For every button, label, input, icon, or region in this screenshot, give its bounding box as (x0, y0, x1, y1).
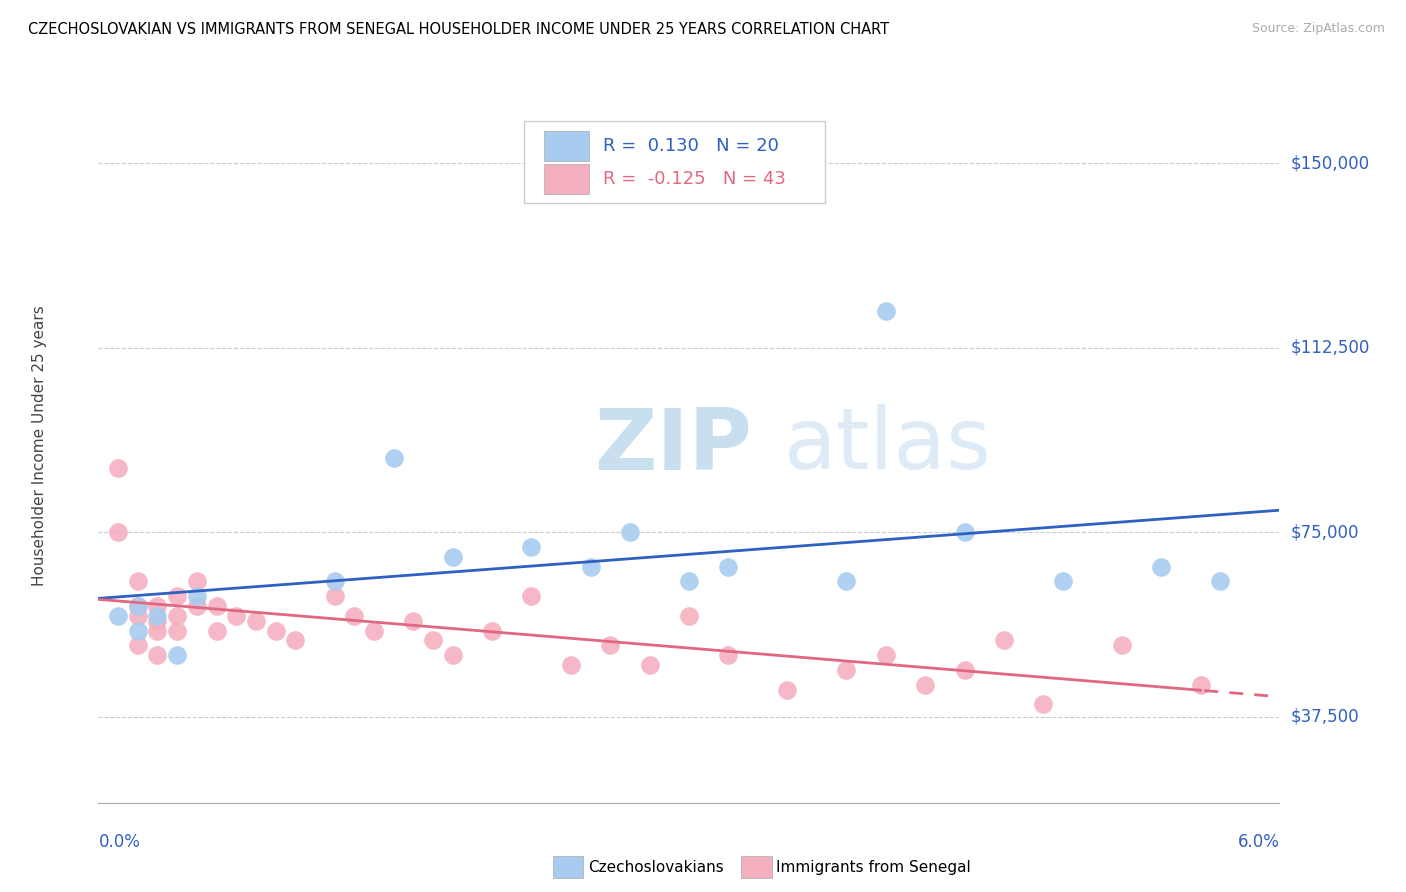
Text: 0.0%: 0.0% (98, 833, 141, 851)
Point (127, 599, 149, 613)
Point (422, 633, 444, 648)
Point (678, 574, 700, 589)
Point (520, 540, 543, 554)
Point (875, 303, 897, 318)
Text: $37,500: $37,500 (1291, 707, 1360, 726)
Text: CZECHOSLOVAKIAN VS IMMIGRANTS FROM SENEGAL HOUSEHOLDER INCOME UNDER 25 YEARS COR: CZECHOSLOVAKIAN VS IMMIGRANTS FROM SENEG… (28, 22, 889, 37)
Point (1209, 574, 1232, 589)
Point (363, 624, 385, 638)
Point (146, 648, 169, 662)
Point (835, 574, 858, 589)
Point (993, 633, 1015, 648)
Point (127, 599, 149, 613)
Point (225, 608, 247, 623)
Text: Source: ZipAtlas.com: Source: ZipAtlas.com (1251, 22, 1385, 36)
Point (186, 599, 208, 613)
Point (186, 589, 208, 603)
Point (323, 589, 346, 603)
Point (205, 624, 228, 638)
Point (166, 648, 188, 662)
Point (107, 525, 129, 540)
Point (205, 599, 228, 613)
Point (382, 451, 405, 466)
Point (599, 638, 621, 652)
Point (560, 658, 582, 673)
Point (127, 608, 149, 623)
Point (146, 608, 169, 623)
Point (1189, 678, 1212, 692)
Point (914, 678, 936, 692)
FancyBboxPatch shape (544, 164, 589, 194)
Point (1150, 559, 1173, 574)
Point (481, 624, 503, 638)
Point (717, 559, 740, 574)
Text: ZIP: ZIP (595, 404, 752, 488)
Point (953, 663, 976, 677)
Point (166, 608, 188, 623)
Point (835, 663, 858, 677)
Point (166, 624, 188, 638)
Point (678, 608, 700, 623)
Point (127, 574, 149, 589)
Point (441, 648, 464, 662)
Text: Householder Income Under 25 years: Householder Income Under 25 years (32, 306, 46, 586)
Text: $75,000: $75,000 (1291, 523, 1360, 541)
Point (776, 682, 799, 697)
FancyBboxPatch shape (523, 121, 825, 203)
Text: Czechoslovakians: Czechoslovakians (588, 860, 724, 874)
Point (1052, 574, 1074, 589)
Point (264, 624, 287, 638)
Point (638, 658, 661, 673)
Text: 6.0%: 6.0% (1237, 833, 1279, 851)
Point (146, 614, 169, 628)
Point (127, 624, 149, 638)
Point (875, 648, 897, 662)
Point (619, 525, 641, 540)
FancyBboxPatch shape (544, 131, 589, 161)
Point (1111, 638, 1133, 652)
Point (186, 574, 208, 589)
Point (166, 589, 188, 603)
Point (107, 461, 129, 475)
Text: R =  0.130   N = 20: R = 0.130 N = 20 (603, 136, 779, 155)
Point (107, 608, 129, 623)
Point (441, 549, 464, 564)
Text: $112,500: $112,500 (1291, 339, 1369, 357)
Text: $150,000: $150,000 (1291, 154, 1369, 172)
Text: R =  -0.125   N = 43: R = -0.125 N = 43 (603, 169, 786, 188)
Point (245, 614, 267, 628)
Point (284, 633, 307, 648)
Point (953, 525, 976, 540)
Text: atlas: atlas (783, 404, 991, 488)
Point (127, 638, 149, 652)
Point (343, 608, 366, 623)
Point (146, 624, 169, 638)
Point (402, 614, 425, 628)
Point (520, 589, 543, 603)
Point (717, 648, 740, 662)
Point (323, 574, 346, 589)
Text: Immigrants from Senegal: Immigrants from Senegal (776, 860, 972, 874)
Point (1032, 698, 1054, 712)
Point (579, 559, 602, 574)
Point (146, 599, 169, 613)
